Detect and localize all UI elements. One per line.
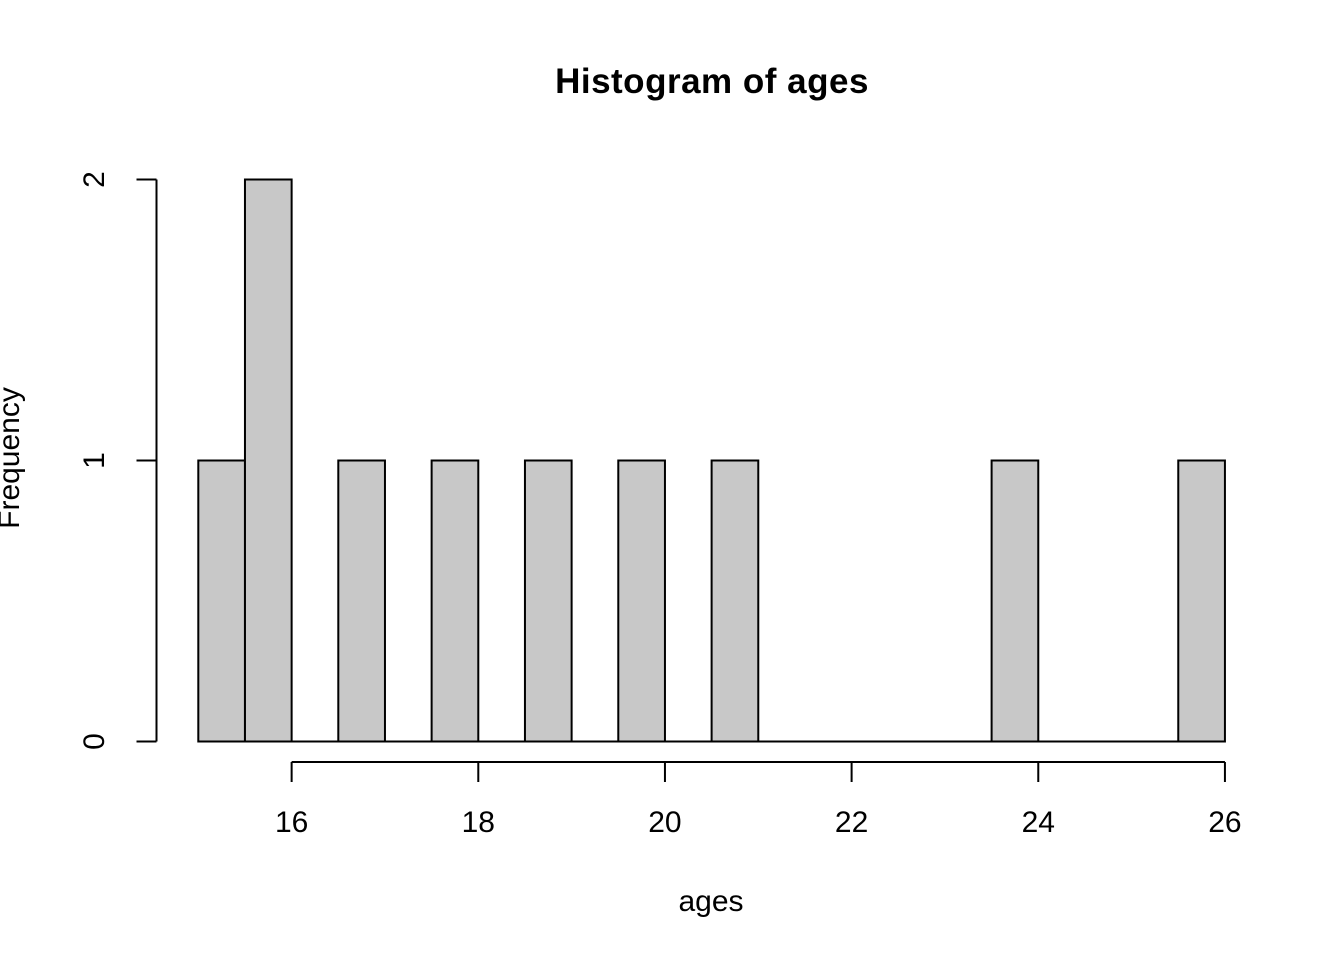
x-tick-label: 16 — [275, 806, 308, 839]
histogram-bar — [1177, 459, 1226, 743]
histogram-bar — [243, 178, 293, 743]
x-axis-label: ages — [678, 885, 744, 918]
x-tick-label: 26 — [1208, 806, 1241, 839]
histogram-bar — [523, 459, 573, 743]
histogram-bars — [197, 178, 1226, 743]
x-axis: 16 18 20 22 24 26 — [275, 761, 1242, 839]
x-tick-label: 18 — [462, 806, 495, 839]
chart-title: Histogram of ages — [555, 62, 869, 101]
y-tick-label: 2 — [78, 171, 111, 188]
histogram-bar — [617, 459, 666, 743]
histogram-bar — [337, 459, 386, 743]
x-tick-label: 24 — [1022, 806, 1055, 839]
histogram-bar — [990, 459, 1040, 743]
histogram-bar — [430, 459, 480, 743]
y-tick-label: 1 — [78, 452, 111, 469]
histogram-bar — [710, 459, 760, 743]
histogram-bar — [197, 459, 246, 743]
x-tick-label: 20 — [648, 806, 681, 839]
y-tick-label: 0 — [78, 733, 111, 750]
y-axis: 0 1 2 — [78, 171, 158, 750]
x-tick-label: 22 — [835, 806, 868, 839]
